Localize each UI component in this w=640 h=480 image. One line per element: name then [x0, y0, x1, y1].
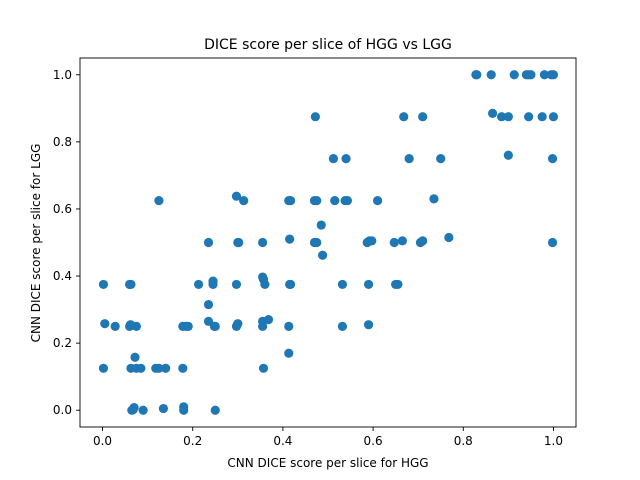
scatter-point [341, 154, 351, 164]
scatter-point [136, 363, 146, 373]
y-tick-label: 0.0 [53, 403, 72, 417]
scatter-point [231, 279, 242, 290]
scatter-point [444, 232, 454, 243]
scatter-point [547, 237, 558, 248]
scatter-point [208, 276, 218, 286]
scatter-point [284, 321, 294, 331]
scatter-point [363, 320, 374, 330]
scatter-point [548, 70, 559, 80]
y-tick-label: 0.8 [53, 135, 72, 149]
scatter-point [98, 279, 109, 290]
scatter-point [526, 70, 536, 80]
scatter-point [537, 112, 547, 122]
x-tick-label: 0.0 [93, 434, 112, 448]
scatter-point [260, 279, 270, 290]
x-tick-label: 1.0 [544, 434, 563, 448]
scatter-point [486, 70, 496, 80]
scatter-point [158, 403, 169, 414]
scatter-point [179, 402, 189, 412]
scatter-point [203, 299, 214, 310]
axes-frame [79, 57, 577, 428]
scatter-point [126, 279, 136, 290]
scatter-point [285, 279, 296, 290]
scatter-point [154, 195, 164, 206]
scatter-point [233, 319, 243, 329]
scatter-point [487, 108, 498, 118]
scatter-point [154, 363, 164, 373]
scatter-point [183, 321, 193, 331]
scatter-point [397, 236, 407, 246]
scatter-point [418, 112, 428, 122]
scatter-point [110, 321, 120, 331]
y-tick-label: 0.6 [53, 202, 72, 216]
scatter-point [509, 70, 519, 80]
scatter-point [203, 237, 214, 248]
scatter-point [210, 321, 220, 331]
scatter-point [234, 237, 244, 248]
scatter-point [472, 70, 482, 80]
scatter-point [337, 321, 348, 331]
scatter-point [98, 363, 109, 373]
scatter-point [193, 279, 204, 290]
scatter-point [316, 220, 326, 230]
scatter-point [125, 320, 136, 330]
scatter-point [524, 112, 534, 122]
axis-ticks: 0.0 0.2 0.4 0.6 0.8 1.0 0.0 0.2 0.4 0.6 0.8 1.0 [53, 68, 563, 448]
scatter-point [312, 195, 322, 206]
scatter-point [539, 70, 550, 80]
scatter-point [258, 363, 269, 373]
scatter-point [330, 195, 340, 206]
plot-area [79, 57, 577, 428]
x-tick-label: 0.2 [183, 434, 202, 448]
scatter-point [418, 236, 428, 246]
y-tick-label: 0.4 [53, 269, 72, 283]
scatter-point [258, 237, 268, 248]
scatter-point [337, 279, 348, 290]
scatter-point [239, 195, 249, 206]
scatter-point [342, 195, 352, 206]
scatter-point [231, 191, 242, 201]
scatter-point [503, 150, 513, 160]
scatter-point [389, 237, 399, 248]
scatter-point [367, 236, 377, 246]
scatter-point [373, 195, 383, 206]
scatter-point [399, 112, 409, 122]
x-axis-label: CNN DICE score per slice for HGG [227, 456, 428, 470]
scatter-point [263, 315, 274, 325]
scatter-point [210, 405, 220, 415]
scatter-point [503, 112, 513, 122]
scatter-point [178, 363, 188, 373]
scatter-point [393, 279, 403, 290]
scatter-point [404, 154, 414, 164]
scatter-point [284, 348, 294, 358]
scatter-point [258, 321, 268, 331]
y-tick-label: 1.0 [53, 68, 72, 82]
scatter-point [161, 363, 171, 373]
scatter-point [429, 194, 439, 204]
scatter-point [128, 404, 138, 415]
scatter-point [285, 234, 295, 244]
y-axis-label: CNN DICE score per slice for LGG [29, 144, 43, 343]
scatter-point [312, 237, 322, 248]
scatter-point [548, 112, 559, 122]
scatter-point [328, 154, 339, 164]
scatter-point [497, 112, 507, 122]
chart-title: DICE score per slice of HGG vs LGG [204, 37, 452, 53]
y-tick-label: 0.2 [53, 336, 72, 350]
scatter-point [138, 405, 148, 415]
scatter-point [130, 352, 140, 362]
x-tick-label: 0.6 [364, 434, 383, 448]
x-tick-label: 0.4 [273, 434, 292, 448]
x-tick-label: 0.8 [454, 434, 473, 448]
scatter-point [317, 250, 328, 260]
scatter-point [100, 319, 110, 329]
scatter-point [310, 112, 320, 122]
scatter-point [363, 279, 374, 290]
scatter-point [436, 154, 446, 164]
scatter-point [547, 154, 558, 164]
scatter-point [285, 195, 296, 206]
